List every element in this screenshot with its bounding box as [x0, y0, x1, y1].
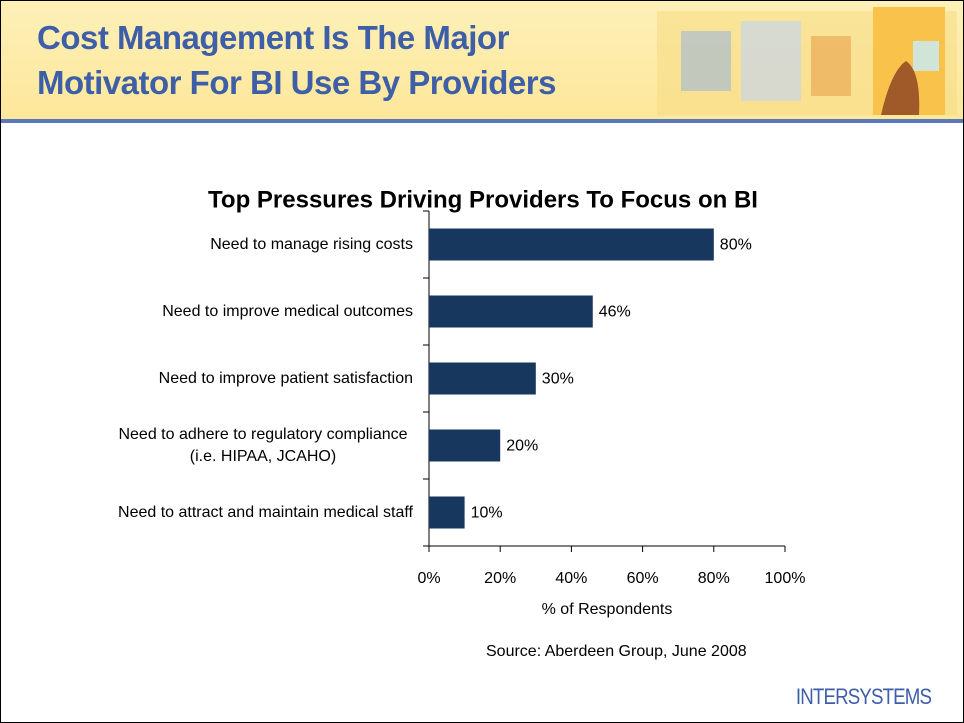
category-label-box: Need to manage rising costs: [210, 215, 413, 275]
x-tick-label: 40%: [555, 570, 587, 587]
y-tick-label: Need to attract and maintain medical sta…: [118, 502, 413, 524]
x-axis-label: % of Respondents: [542, 601, 673, 618]
y-tick-label: Need to improve medical outcomes: [162, 301, 413, 323]
bar: [429, 363, 536, 395]
category-label-box: Need to attract and maintain medical sta…: [118, 483, 413, 543]
value-label: 10%: [471, 505, 503, 522]
chart: Top Pressures Driving Providers To Focus…: [1, 1, 963, 722]
bar: [429, 430, 500, 462]
x-tick-label: 60%: [627, 570, 659, 587]
x-tick-label: 0%: [417, 570, 440, 587]
slide: Cost Management Is The Major Motivator F…: [0, 0, 964, 723]
y-tick-label: Need to improve patient satisfaction: [159, 368, 413, 390]
y-tick-label: Need to manage rising costs: [210, 234, 413, 256]
x-tick-label: 80%: [698, 570, 730, 587]
value-label: 80%: [720, 237, 752, 254]
value-label: 46%: [599, 304, 631, 321]
value-label: 20%: [506, 438, 538, 455]
category-label-box: Need to improve patient satisfaction: [159, 349, 413, 409]
category-label-box: Need to improve medical outcomes: [162, 282, 413, 342]
x-tick-label: 100%: [765, 570, 806, 587]
bar: [429, 497, 465, 529]
category-label-box: Need to adhere to regulatory compliance …: [113, 416, 413, 476]
value-label: 30%: [542, 371, 574, 388]
bar: [429, 296, 593, 328]
chart-title: Top Pressures Driving Providers To Focus…: [208, 186, 758, 213]
x-tick-label: 20%: [484, 570, 516, 587]
bar: [429, 229, 714, 261]
source: Source: Aberdeen Group, June 2008: [486, 643, 747, 661]
logo: INTERSYSTEMS: [796, 684, 931, 710]
y-tick-label: Need to adhere to regulatory compliance …: [113, 424, 413, 468]
